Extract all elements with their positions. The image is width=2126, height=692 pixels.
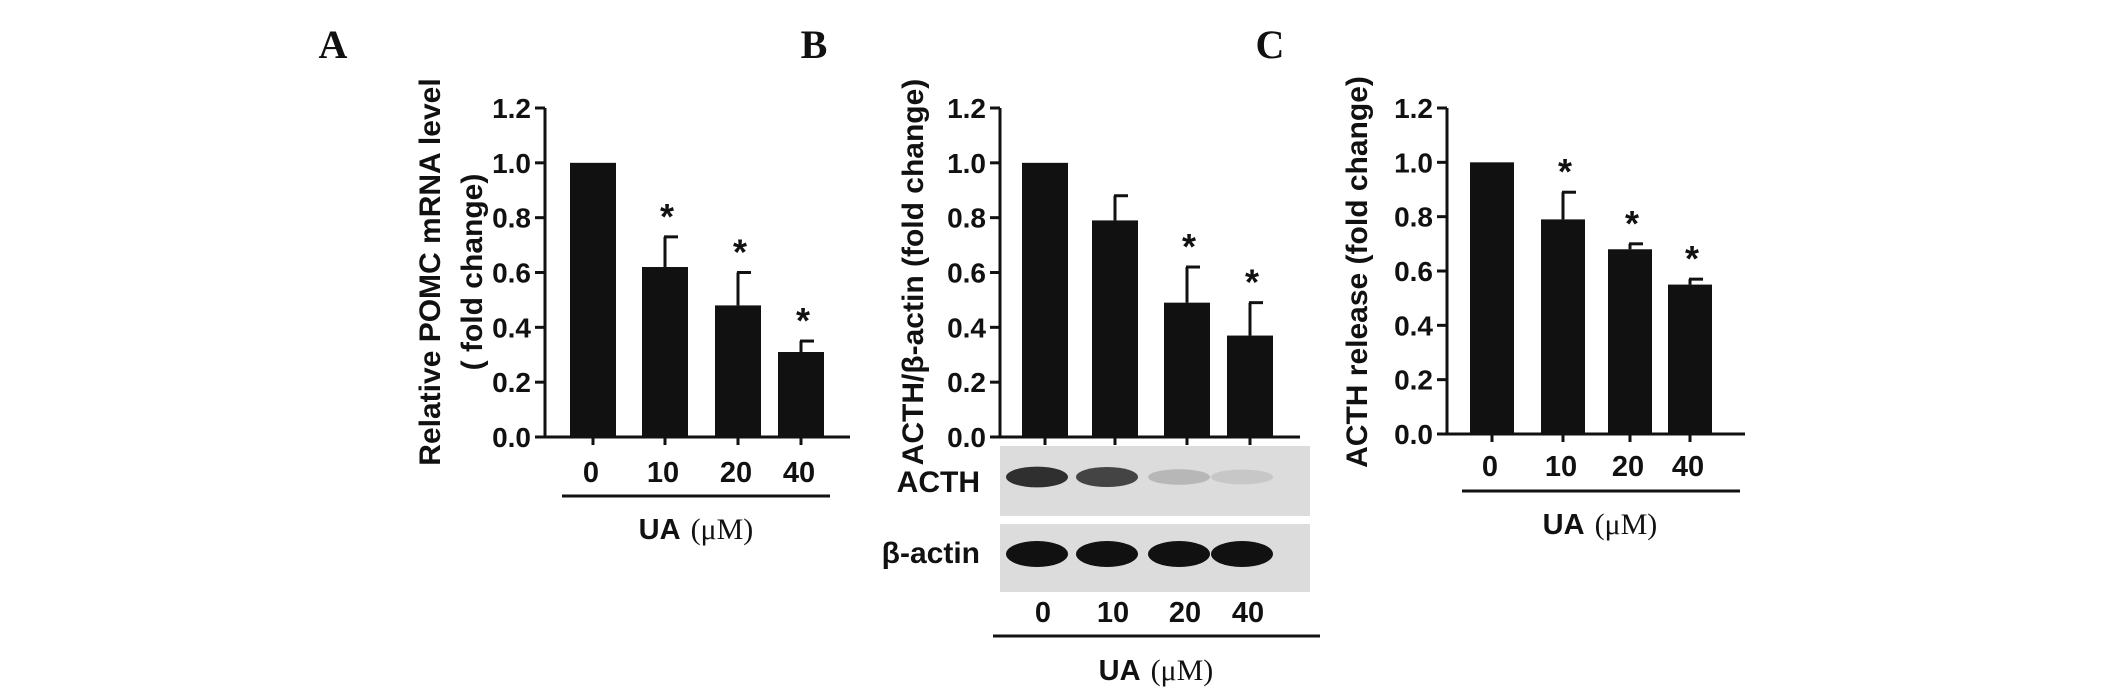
y-axis-label: Relative POMC mRNA level (414, 78, 447, 465)
bar (715, 305, 761, 437)
bar (642, 267, 688, 437)
bar (778, 352, 824, 437)
x-category-label: 20 (1612, 451, 1644, 483)
significance-star: * (796, 300, 810, 341)
y-tick-label: 1.2 (492, 93, 531, 124)
y-tick-label: 0.2 (947, 367, 986, 398)
panel-a: A 0.0 0.2 0.4 0.6 0.8 1.0 1.2 0 * 10 * 20 * 40 UA (μM) Re… (319, 22, 850, 546)
y-tick-label: 1.0 (492, 148, 531, 179)
blot-band (1148, 541, 1210, 567)
x-axis-label-unit: (μM) (1151, 654, 1214, 687)
panel-letter: C (1256, 22, 1285, 67)
x-axis-label-text: UA (1543, 509, 1585, 541)
significance-star: * (660, 196, 674, 237)
blot-band (1211, 541, 1273, 567)
significance-star: * (1625, 203, 1639, 244)
y-tick-label: 0.4 (1394, 310, 1433, 341)
x-category-label: 0 (1035, 597, 1051, 629)
y-tick-label: 0.6 (1394, 256, 1433, 287)
y-tick-label: 0.2 (1394, 365, 1433, 396)
y-tick-label: 1.0 (947, 148, 986, 179)
panel-b: B 0.0 0.2 0.4 0.6 0.8 1.0 1.2 0 10 * 20 * 40 ACTH β-act… (801, 22, 1320, 687)
y-tick-label: 0.8 (1394, 202, 1433, 233)
significance-star: * (733, 232, 747, 273)
y-axis-label: ( fold change) (456, 174, 489, 371)
y-axis-label: ACTH/β-actin (fold change) (897, 79, 930, 466)
bar (1608, 249, 1652, 434)
x-category-label: 20 (720, 457, 752, 489)
x-category-label: 0 (1482, 451, 1498, 483)
blot-row-0: ACTH (897, 446, 1310, 516)
x-category-label: 10 (1097, 597, 1129, 629)
significance-star: * (1558, 151, 1572, 192)
y-axis-label: ACTH release (fold change) (1341, 76, 1374, 468)
bar (1541, 219, 1585, 434)
y-tick-label: 0.2 (492, 367, 531, 398)
bar (1470, 162, 1514, 435)
x-category-label: 10 (647, 457, 679, 489)
x-axis-label: UA (μM) (1099, 654, 1214, 687)
bar (570, 162, 616, 438)
bar (1022, 162, 1068, 438)
x-category-label: 20 (1169, 597, 1201, 629)
x-axis-label: UA (μM) (1543, 508, 1658, 541)
x-axis-label-unit: (μM) (1595, 508, 1658, 541)
blot-label: ACTH (897, 466, 980, 499)
blot-label: β-actin (882, 537, 980, 570)
blot-band (1148, 469, 1210, 485)
panel-letter: A (319, 22, 348, 67)
blot-band (1006, 466, 1068, 488)
bar (1227, 335, 1273, 437)
x-category-label: 40 (1672, 451, 1704, 483)
y-tick-label: 0.4 (947, 312, 986, 343)
blot-band (1006, 541, 1068, 567)
bar (1668, 284, 1712, 434)
y-tick-label: 0.0 (1394, 419, 1433, 450)
panel-letter: B (801, 22, 828, 67)
x-category-label: 0 (583, 457, 599, 489)
significance-star: * (1182, 226, 1196, 267)
blot-band (1211, 469, 1273, 485)
x-category-label: 40 (783, 457, 815, 489)
blot-band (1076, 541, 1138, 567)
x-axis-label-text: UA (639, 514, 681, 546)
blot-band (1076, 467, 1138, 487)
y-tick-label: 0.4 (492, 312, 531, 343)
significance-star: * (1685, 238, 1699, 279)
x-axis-label-unit: (μM) (691, 513, 754, 546)
x-axis-label: UA (μM) (639, 513, 754, 546)
y-tick-label: 1.2 (1394, 93, 1433, 124)
blot-row-1: β-actin (882, 524, 1310, 592)
y-tick-label: 0.0 (947, 422, 986, 453)
panel-c: C 0.0 0.2 0.4 0.6 0.8 1.0 1.2 0 * 10 * 20 * 40 UA (μM) AC… (1256, 22, 1745, 541)
y-tick-label: 1.0 (1394, 147, 1433, 178)
y-tick-label: 0.6 (947, 258, 986, 289)
x-category-label: 40 (1232, 597, 1264, 629)
x-category-label: 10 (1545, 451, 1577, 483)
y-tick-label: 0.8 (492, 203, 531, 234)
bar (1092, 220, 1138, 437)
y-tick-label: 0.0 (492, 422, 531, 453)
bar (1164, 302, 1210, 437)
significance-star: * (1245, 262, 1259, 303)
y-tick-label: 0.8 (947, 203, 986, 234)
x-axis-label-text: UA (1099, 655, 1141, 687)
y-tick-label: 1.2 (947, 93, 986, 124)
y-tick-label: 0.6 (492, 258, 531, 289)
